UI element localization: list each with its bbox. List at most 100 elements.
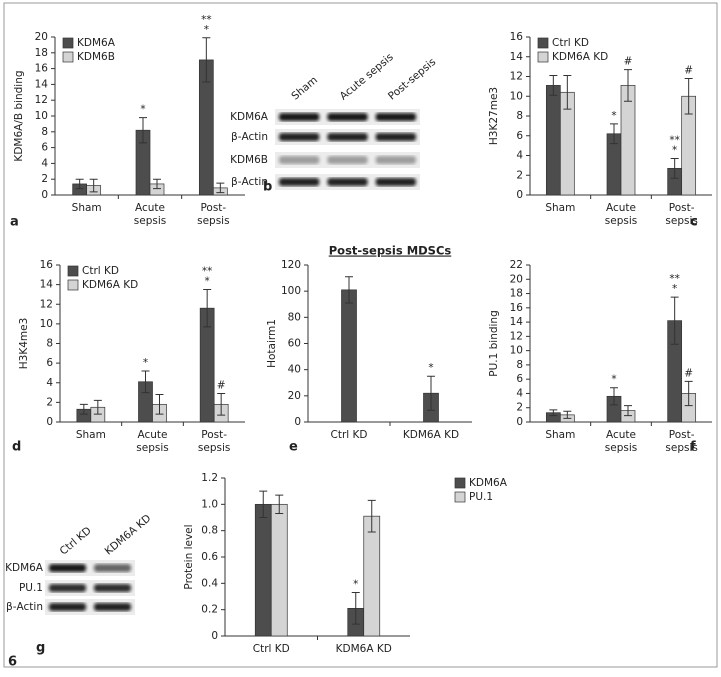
- error-bar: [549, 75, 558, 96]
- y-axis-label: KDM6A/B binding: [13, 70, 25, 161]
- error-bar: [624, 405, 632, 417]
- y-tick-label: 12: [510, 71, 523, 83]
- x-tick-label: Acute: [606, 202, 636, 214]
- error-bar: [670, 296, 679, 345]
- x-tick-label: Acute: [606, 429, 636, 441]
- x-tick-label: sepsis: [605, 442, 637, 454]
- band: [375, 178, 416, 186]
- y-tick-label: 0: [516, 416, 523, 428]
- legend-swatch: [67, 265, 79, 277]
- band: [327, 133, 368, 141]
- significance: **: [669, 134, 680, 146]
- panel-label: g: [36, 641, 45, 656]
- significance: #: [684, 64, 693, 76]
- y-tick-label: 16: [510, 302, 524, 314]
- significance: #: [217, 380, 226, 392]
- band: [327, 156, 368, 164]
- error-bar: [93, 399, 102, 415]
- y-tick-label: 1.0: [201, 498, 218, 510]
- x-tick-label: Acute: [135, 202, 165, 214]
- y-axis-label: H3K4me3: [18, 318, 30, 370]
- y-tick-label: 0: [41, 189, 48, 201]
- bar: [270, 503, 288, 637]
- x-tick-label: sepsis: [605, 215, 637, 227]
- error-bar: [141, 370, 150, 394]
- y-tick-label: 40: [288, 364, 301, 376]
- panel-label: c: [690, 215, 698, 230]
- significance: *: [672, 283, 677, 295]
- y-tick-label: 20: [510, 273, 523, 285]
- significance: *: [428, 362, 433, 374]
- legend-label: Ctrl KD: [552, 37, 589, 49]
- legend-label: Ctrl KD: [82, 265, 119, 277]
- panel-label: f: [690, 440, 696, 455]
- y-tick-label: 0: [516, 189, 523, 201]
- y-tick-label: 4: [516, 387, 523, 399]
- bar: [620, 85, 636, 196]
- y-tick-label: 12: [510, 330, 523, 342]
- band: [94, 603, 131, 611]
- y-axis-label: Hotairm1: [266, 319, 278, 368]
- significance: *: [353, 579, 358, 591]
- error-bar: [259, 490, 268, 518]
- error-bar: [610, 123, 618, 145]
- y-tick-label: 0.6: [201, 551, 218, 563]
- band: [279, 113, 320, 121]
- band: [49, 584, 86, 592]
- x-tick-label: Post-: [669, 202, 695, 214]
- x-tick-label: Ctrl KD: [331, 429, 368, 441]
- y-tick-label: 8: [516, 359, 523, 371]
- band: [327, 178, 368, 186]
- y-tick-label: 0: [211, 630, 218, 642]
- panel-label: e: [289, 440, 298, 455]
- legend-swatch: [62, 37, 74, 49]
- error-bar: [139, 117, 147, 144]
- significance: *: [611, 374, 616, 386]
- significance: *: [140, 104, 145, 116]
- legend-label: PU.1: [469, 491, 493, 503]
- error-bar: [155, 394, 164, 415]
- y-tick-label: 6: [516, 373, 523, 385]
- y-tick-label: 12: [40, 298, 53, 310]
- legend-swatch: [62, 51, 74, 63]
- row-label: PU.1: [19, 582, 43, 594]
- y-tick-label: 14: [510, 51, 524, 63]
- y-tick-label: 1.2: [201, 472, 218, 484]
- y-tick-label: 20: [35, 31, 48, 43]
- significance: #: [684, 367, 693, 379]
- y-tick-label: 10: [510, 345, 523, 357]
- y-tick-label: 10: [35, 110, 48, 122]
- error-bar: [563, 75, 572, 110]
- panel-label: d: [12, 440, 21, 455]
- band: [49, 603, 86, 611]
- y-tick-label: 0.8: [201, 525, 218, 537]
- legend-label: KDM6A: [77, 37, 116, 49]
- error-bar: [216, 182, 225, 194]
- y-tick-label: 16: [40, 259, 54, 271]
- row-label: β-Actin: [231, 131, 268, 143]
- error-bar: [367, 499, 376, 533]
- y-tick-label: 100: [281, 285, 301, 297]
- error-bar: [153, 178, 161, 190]
- x-tick-label: sepsis: [136, 442, 168, 454]
- bar: [341, 289, 357, 423]
- band: [94, 564, 131, 572]
- panel-label: a: [10, 215, 19, 230]
- x-tick-label: Sham: [545, 202, 575, 214]
- error-bar: [203, 289, 212, 328]
- y-tick-label: 60: [288, 338, 301, 350]
- significance: **: [669, 273, 680, 285]
- band: [279, 178, 320, 186]
- x-tick-label: KDM6A KD: [336, 643, 392, 655]
- y-tick-label: 6: [516, 130, 523, 142]
- y-tick-label: 6: [46, 357, 53, 369]
- y-tick-label: 0.2: [201, 604, 218, 616]
- y-axis-label: PU.1 binding: [488, 310, 500, 377]
- x-tick-label: Acute: [137, 429, 167, 441]
- band: [375, 156, 416, 164]
- y-tick-label: 2: [516, 169, 523, 181]
- x-tick-label: sepsis: [665, 215, 697, 227]
- x-tick-label: sepsis: [197, 215, 229, 227]
- legend-swatch: [454, 491, 466, 503]
